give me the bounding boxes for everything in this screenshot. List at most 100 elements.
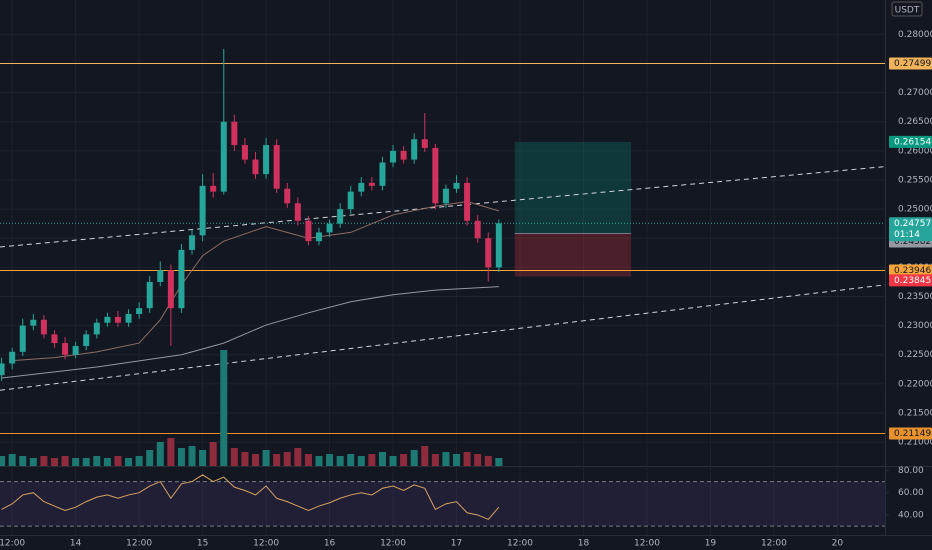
moving-average — [12, 201, 499, 362]
volume-bar — [103, 458, 111, 466]
candle-body — [315, 232, 322, 242]
candle-body — [189, 235, 196, 250]
y-tick-label: 0.23500 — [898, 292, 932, 302]
candle-body — [83, 334, 90, 347]
candle-body — [146, 281, 153, 309]
price-tag-bg — [889, 427, 932, 440]
candle-body — [411, 139, 418, 160]
volume-bar — [484, 456, 492, 466]
volume-bar — [442, 452, 450, 466]
price-tag: 0.24582 — [894, 237, 931, 247]
volume-bar — [177, 448, 185, 466]
price-tag-bg — [889, 264, 932, 277]
volume-bar — [463, 452, 471, 466]
volume-bar — [209, 442, 217, 466]
volume-bar — [378, 452, 386, 466]
volume-bar — [474, 454, 482, 466]
candle-body — [72, 346, 79, 355]
candle-body — [199, 185, 206, 236]
candle-body — [453, 182, 460, 189]
volume-bar — [29, 458, 37, 466]
candle-body — [337, 209, 344, 224]
candle-body — [442, 188, 449, 204]
candle-body — [474, 220, 481, 239]
volume-bar — [82, 458, 90, 466]
candle-body — [400, 150, 407, 160]
price-tag-bg — [889, 274, 932, 287]
volume-bar — [400, 454, 408, 466]
last-price-tag: 0.24757 — [894, 219, 931, 229]
rsi-tick-label: 80.00 — [898, 466, 924, 476]
volume-bar — [315, 456, 323, 466]
candle-body — [40, 319, 47, 335]
candle-body — [104, 316, 111, 323]
candle-body — [9, 351, 16, 364]
x-tick-label: 14 — [70, 539, 82, 549]
x-tick-label: 16 — [324, 539, 336, 549]
candle-body — [157, 270, 164, 282]
volume-bar — [50, 458, 58, 466]
x-tick-label: 19 — [705, 539, 717, 549]
candle-body — [368, 182, 375, 186]
volume-bar — [294, 448, 302, 466]
candle-body — [0, 363, 5, 376]
volume-bar — [61, 456, 69, 466]
candle-body — [30, 319, 37, 326]
x-tick-label: 15 — [197, 539, 208, 549]
candle-body — [495, 223, 502, 268]
x-tick-label: 12:00 — [126, 539, 152, 549]
y-tick-label: 0.26500 — [898, 117, 932, 127]
y-tick-label: 0.22000 — [898, 379, 932, 389]
y-tick-label: 0.21500 — [898, 408, 932, 418]
y-tick-label: 0.22500 — [898, 350, 932, 360]
y-tick-label: 0.26000 — [898, 146, 932, 156]
volume-bar — [389, 456, 397, 466]
volume-bar — [93, 456, 101, 466]
price-tag: 0.26154 — [894, 137, 931, 147]
volume-bar — [8, 454, 16, 466]
volume-bar — [453, 454, 461, 466]
candle-body — [485, 238, 492, 268]
candle-body — [51, 334, 58, 344]
rsi-line — [1, 474, 500, 521]
candle-body — [379, 162, 386, 186]
candle-body — [326, 223, 333, 233]
volume-bar — [262, 450, 270, 466]
volume-bar — [156, 442, 164, 466]
volume-bar — [336, 456, 344, 466]
volume-bar — [114, 456, 122, 466]
candle-body — [231, 121, 238, 146]
candle-body — [347, 191, 354, 210]
volume-bar — [199, 450, 207, 466]
x-tick-label: 12:00 — [0, 539, 25, 549]
y-tick-label: 0.27000 — [898, 88, 932, 98]
volume-bar — [326, 454, 334, 466]
y-tick-label: 0.28000 — [898, 30, 932, 40]
candle-body — [263, 145, 270, 175]
candle-body — [19, 325, 26, 352]
currency-box[interactable] — [891, 1, 923, 17]
price-tag: 0.23946 — [894, 266, 931, 276]
volume-bar — [167, 438, 175, 466]
volume-bar — [495, 458, 503, 466]
trendline — [0, 284, 886, 391]
price-tag: 0.27499 — [894, 59, 931, 69]
volume-bar — [72, 458, 80, 466]
candle-body — [294, 203, 301, 221]
volume-bar — [19, 456, 27, 466]
candle-body — [62, 343, 69, 355]
volume-bar — [241, 452, 249, 466]
price-tag-bg — [889, 135, 932, 148]
x-tick-label: 12:00 — [380, 539, 406, 549]
price-tag: 0.21149 — [894, 429, 931, 439]
volume-bar — [252, 454, 260, 466]
volume-bar — [220, 350, 228, 466]
candle-body — [241, 145, 248, 160]
x-tick-label: 12:00 — [253, 539, 279, 549]
volume-bar — [368, 454, 376, 466]
candle-body — [358, 182, 365, 192]
volume-bar — [357, 456, 365, 466]
y-tick-label: 0.21000 — [898, 438, 932, 448]
